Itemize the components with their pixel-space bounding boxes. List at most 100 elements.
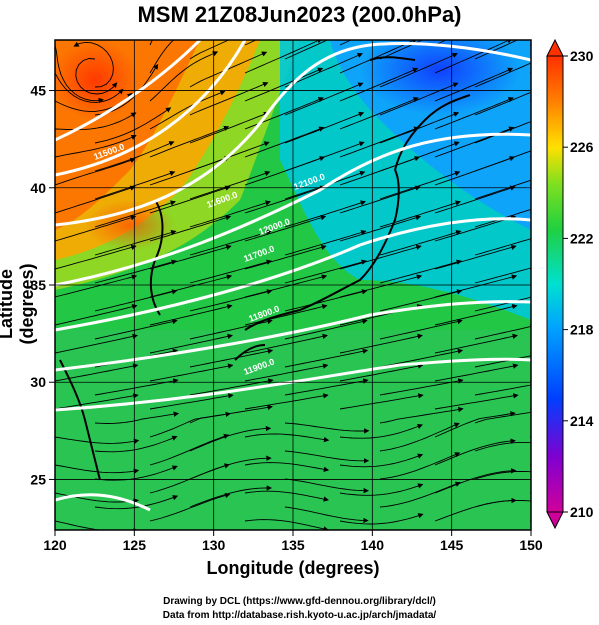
streamline [339, 393, 424, 410]
streamline [149, 125, 230, 158]
streamline [284, 422, 370, 434]
streamline [149, 333, 233, 354]
streamline [244, 433, 330, 443]
streamline [434, 304, 518, 326]
streamline [379, 422, 460, 452]
streamline [94, 141, 175, 172]
streamline [244, 462, 330, 473]
streamline [55, 185, 136, 214]
streamline [379, 40, 424, 60]
streamline [149, 185, 231, 214]
streamline [434, 333, 518, 354]
streamline [339, 97, 419, 130]
streamline [339, 215, 422, 242]
streamline [149, 363, 234, 382]
streamline [474, 40, 519, 60]
streamline [55, 333, 138, 354]
coastline [394, 94, 471, 171]
streamline [434, 185, 516, 214]
streamline [434, 438, 516, 466]
x-axis-label: Longitude (degrees) [206, 558, 380, 578]
streamline [339, 513, 424, 525]
streamline [339, 126, 420, 158]
streamline [94, 289, 178, 312]
streamline [94, 495, 179, 510]
streamline [379, 259, 462, 284]
streamline [529, 352, 531, 354]
streamline [189, 259, 272, 284]
streamline [284, 53, 363, 88]
colorbar: 230 226 222 218 214 210 [546, 38, 594, 530]
streamline [434, 468, 517, 494]
streamline [284, 478, 369, 494]
x-tick-label: 135 [281, 537, 305, 553]
streamline [570, 261, 599, 283]
streamline [570, 380, 599, 395]
streamline [284, 229, 367, 256]
streamline [339, 363, 424, 382]
streamline [94, 465, 178, 481]
streamline [284, 450, 370, 464]
streamline [284, 259, 367, 284]
streamline [434, 40, 513, 74]
streamline [189, 200, 271, 228]
y-axis: 45 40 35 30 25 [30, 83, 55, 487]
streamline [244, 67, 324, 102]
streamline [529, 296, 531, 298]
streamline [474, 62, 531, 88]
temperature-field [55, 40, 531, 530]
streamline [55, 274, 138, 298]
streamline [284, 40, 329, 60]
colorbar-min-arrow [546, 511, 564, 530]
streamline [529, 464, 531, 466]
streamline [244, 126, 325, 158]
streamline [244, 244, 327, 270]
streamline [474, 441, 531, 452]
streamline [55, 244, 137, 270]
streamline [529, 436, 531, 438]
streamline [149, 411, 231, 438]
streamline [529, 44, 531, 46]
streamline [244, 40, 323, 74]
streamline [149, 215, 232, 242]
streamline [339, 453, 424, 468]
streamline [474, 267, 531, 284]
height-contour [55, 300, 531, 372]
streamline [339, 333, 423, 354]
streamline [339, 423, 423, 439]
streamline [244, 185, 326, 214]
streamline [55, 464, 140, 474]
streamline [339, 156, 421, 186]
streamline [149, 40, 175, 74]
streamline [339, 67, 419, 102]
streamline [189, 111, 270, 144]
coastline [244, 169, 400, 331]
height-contour [55, 40, 247, 177]
streamline [55, 112, 137, 131]
x-tick-label: 140 [361, 537, 385, 553]
streamline [244, 215, 327, 242]
streamline [570, 350, 599, 367]
coastline [59, 359, 101, 481]
streamline [244, 519, 329, 530]
y-tick-label: 25 [30, 471, 46, 487]
streamline [55, 157, 136, 186]
streamline [244, 333, 328, 354]
colorbar-tick-label: 226 [570, 139, 594, 155]
streamline [244, 490, 329, 502]
streamline [529, 128, 531, 130]
streamline [244, 156, 326, 186]
streamline [434, 497, 517, 522]
height-contour [55, 40, 202, 142]
streamline [379, 318, 463, 340]
streamline [379, 348, 464, 368]
streamline [189, 229, 272, 256]
streamline [379, 378, 464, 396]
streamline [529, 380, 531, 382]
streamline [55, 436, 140, 444]
streamline [570, 450, 599, 456]
streamline [474, 238, 531, 256]
streamline [149, 40, 153, 46]
streamline [94, 200, 176, 228]
